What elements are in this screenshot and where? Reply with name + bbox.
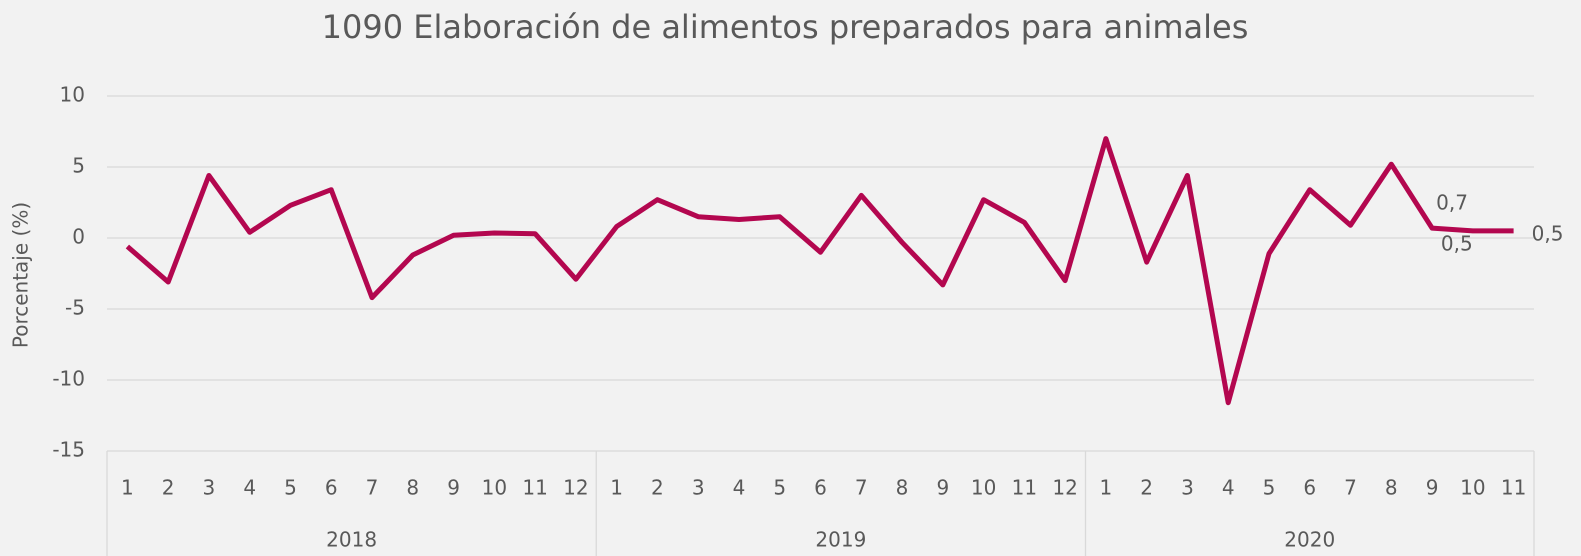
x-tick-label: 12 [1052, 476, 1077, 500]
x-tick-label: 8 [896, 476, 909, 500]
x-tick-label: 9 [1426, 476, 1439, 500]
x-tick-label: 9 [447, 476, 460, 500]
y-tick-label: 5 [72, 154, 85, 178]
x-tick-label: 12 [563, 476, 588, 500]
x-tick-label: 4 [733, 476, 746, 500]
chart-title: 1090 Elaboración de alimentos preparados… [322, 8, 1249, 46]
y-tick-label: 10 [60, 83, 85, 107]
x-tick-label: 10 [971, 476, 996, 500]
x-tick-label: 1 [121, 476, 134, 500]
data-label: 0,5 [1532, 221, 1564, 245]
x-tick-label: 6 [814, 476, 827, 500]
x-tick-label: 7 [855, 476, 868, 500]
x-tick-label: 6 [325, 476, 338, 500]
x-tick-label: 10 [1460, 476, 1485, 500]
group-label: 2020 [1284, 528, 1335, 552]
x-tick-label: 6 [1303, 476, 1316, 500]
data-label: 0,7 [1436, 191, 1468, 215]
x-tick-label: 7 [1344, 476, 1357, 500]
x-tick-label: 11 [1501, 476, 1526, 500]
y-tick-label: -10 [52, 367, 85, 391]
x-tick-label: 8 [406, 476, 419, 500]
x-tick-label: 8 [1385, 476, 1398, 500]
x-tick-label: 7 [366, 476, 379, 500]
y-tick-label: 0 [72, 225, 85, 249]
group-label: 2019 [815, 528, 866, 552]
x-tick-label: 11 [522, 476, 547, 500]
x-tick-label: 1 [1100, 476, 1113, 500]
y-tick-label: -15 [52, 438, 85, 462]
x-tick-label: 3 [203, 476, 216, 500]
y-tick-label: -5 [65, 296, 85, 320]
x-tick-label: 4 [243, 476, 256, 500]
x-tick-label: 3 [692, 476, 705, 500]
x-tick-label: 4 [1222, 476, 1235, 500]
x-tick-label: 5 [773, 476, 786, 500]
x-tick-label: 9 [936, 476, 949, 500]
x-tick-label: 10 [482, 476, 507, 500]
x-tick-label: 5 [284, 476, 297, 500]
data-label: 0,5 [1441, 231, 1473, 255]
x-tick-label: 3 [1181, 476, 1194, 500]
y-axis-label: Porcentaje (%) [9, 202, 33, 348]
data-line [125, 136, 1514, 406]
x-tick-label: 2 [1140, 476, 1153, 500]
x-tick-label: 2 [162, 476, 175, 500]
x-tick-label: 1 [610, 476, 623, 500]
group-label: 2018 [326, 528, 377, 552]
x-tick-label: 2 [651, 476, 664, 500]
x-tick-label: 11 [1012, 476, 1037, 500]
x-tick-label: 5 [1263, 476, 1276, 500]
